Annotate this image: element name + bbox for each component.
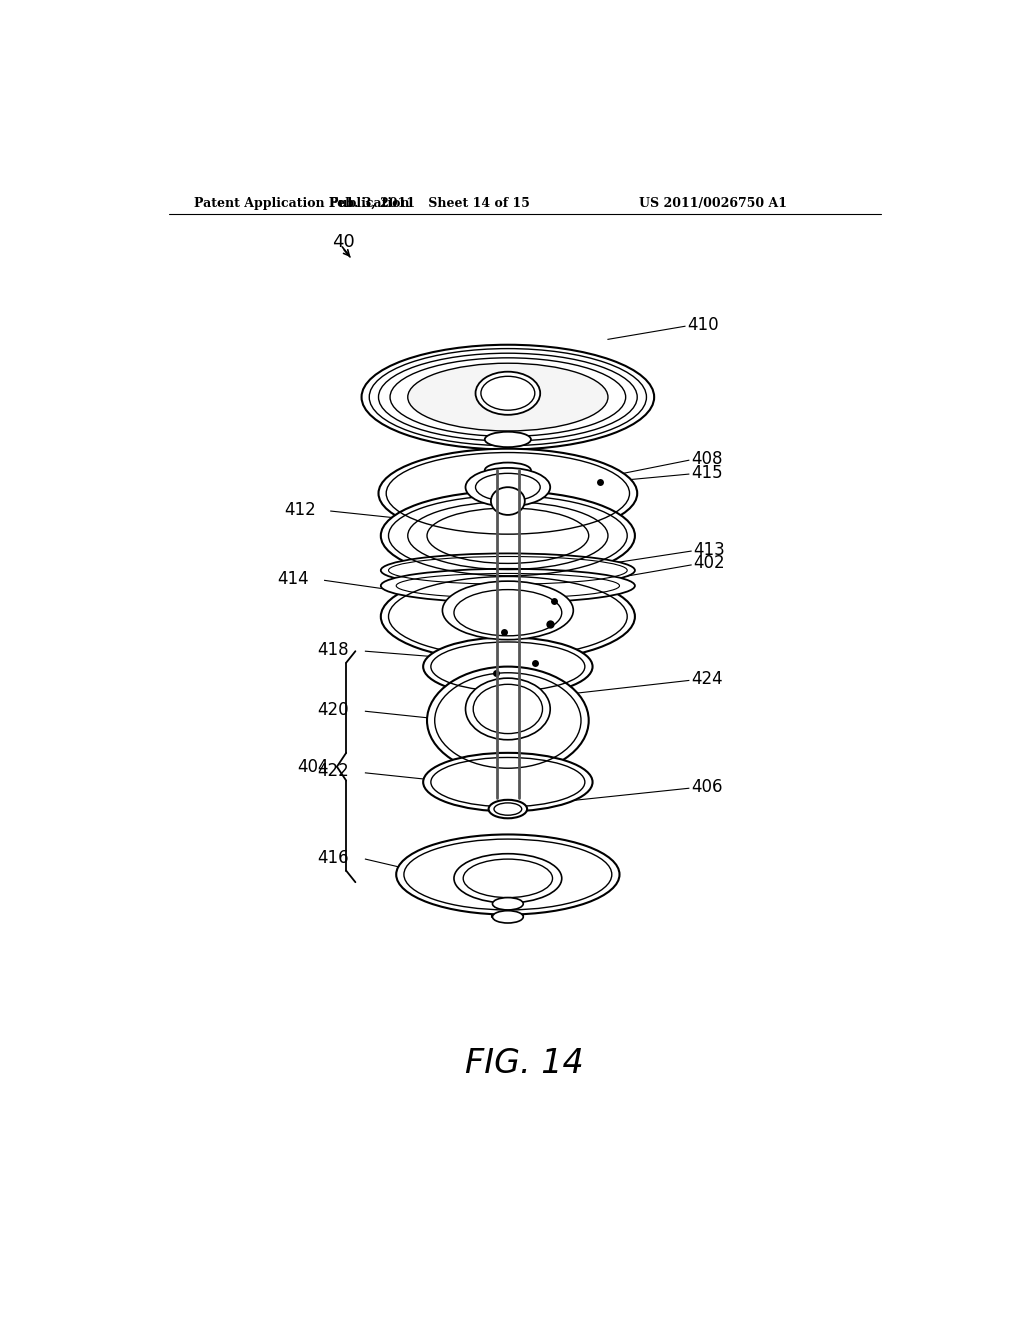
Text: 420: 420	[316, 701, 348, 718]
Text: 408: 408	[691, 450, 723, 467]
Ellipse shape	[484, 432, 531, 447]
Ellipse shape	[484, 462, 531, 478]
Ellipse shape	[396, 834, 620, 915]
Text: 424: 424	[691, 671, 723, 688]
Ellipse shape	[454, 854, 562, 903]
Ellipse shape	[493, 898, 523, 909]
Text: 422: 422	[316, 763, 348, 780]
Ellipse shape	[490, 487, 525, 515]
Text: 415: 415	[691, 463, 723, 482]
Text: Feb. 3, 2011   Sheet 14 of 15: Feb. 3, 2011 Sheet 14 of 15	[329, 197, 529, 210]
Ellipse shape	[427, 667, 589, 775]
Ellipse shape	[381, 572, 635, 661]
Text: 414: 414	[276, 570, 308, 587]
Text: US 2011/0026750 A1: US 2011/0026750 A1	[639, 197, 786, 210]
Ellipse shape	[493, 911, 523, 923]
Ellipse shape	[488, 800, 527, 818]
Ellipse shape	[381, 553, 635, 587]
Text: 406: 406	[691, 777, 723, 796]
Text: 416: 416	[316, 849, 348, 866]
Ellipse shape	[379, 449, 637, 539]
Text: FIG. 14: FIG. 14	[466, 1047, 584, 1080]
Text: 404: 404	[298, 758, 330, 776]
Ellipse shape	[408, 363, 608, 432]
Text: 40: 40	[333, 232, 355, 251]
Ellipse shape	[442, 581, 573, 640]
Text: 413: 413	[693, 541, 725, 558]
Ellipse shape	[475, 372, 541, 414]
Ellipse shape	[466, 678, 550, 739]
Ellipse shape	[423, 638, 593, 696]
Ellipse shape	[381, 569, 635, 603]
Ellipse shape	[381, 491, 635, 581]
Ellipse shape	[423, 752, 593, 812]
Ellipse shape	[466, 469, 550, 507]
Text: 418: 418	[316, 640, 348, 659]
Text: 412: 412	[285, 500, 316, 519]
Text: 410: 410	[687, 315, 719, 334]
Text: Patent Application Publication: Patent Application Publication	[194, 197, 410, 210]
Ellipse shape	[361, 345, 654, 450]
Text: 402: 402	[693, 554, 725, 573]
